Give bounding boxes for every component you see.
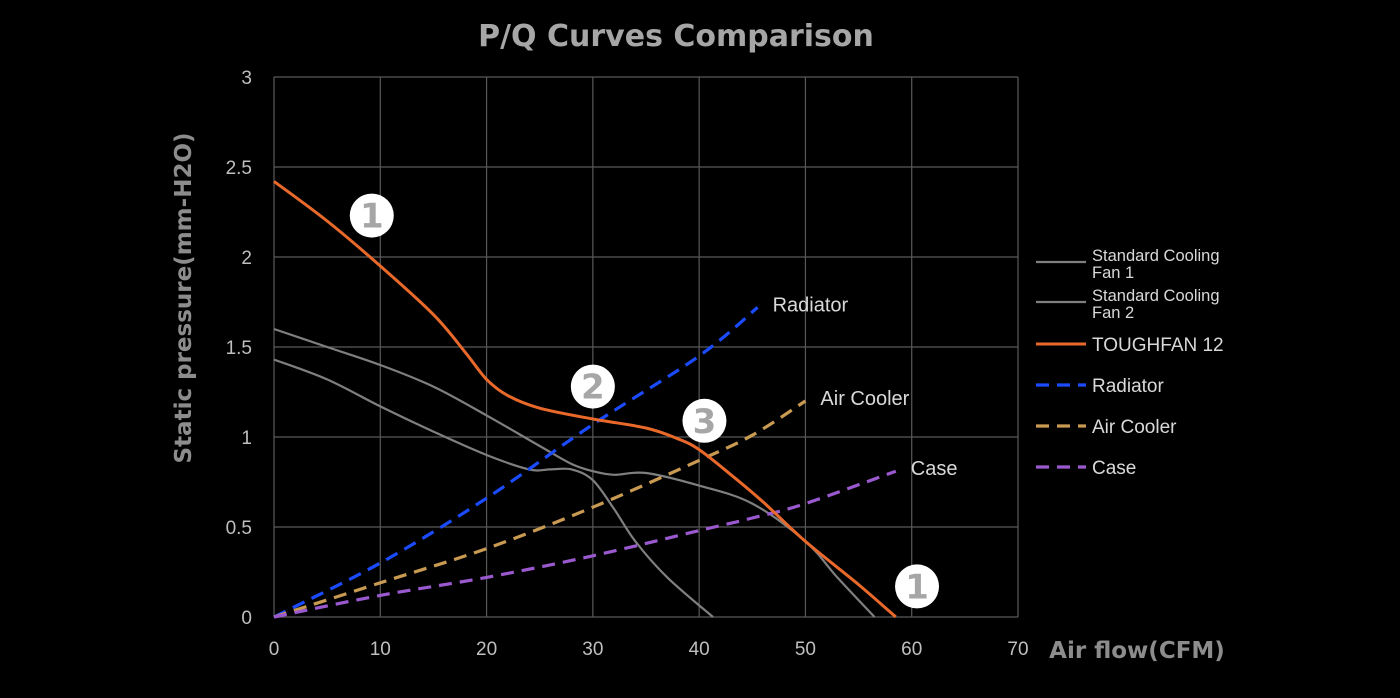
series-line-standard-cooling-fan-2 xyxy=(273,358,714,618)
series-line-toughfan-12 xyxy=(273,180,897,619)
series-line-radiator xyxy=(273,306,759,619)
grid xyxy=(273,76,1019,618)
legend-label-case: Case xyxy=(1092,458,1136,479)
y-tick-label: 1.5 xyxy=(226,338,252,359)
series-layer xyxy=(273,180,897,619)
callout-marker-circle-1 xyxy=(570,364,615,409)
annotation-air-cooler: Air Cooler xyxy=(820,388,909,410)
annotation-radiator: Radiator xyxy=(773,294,849,316)
y-tick-label: 2 xyxy=(241,248,252,269)
x-tick-label: 30 xyxy=(582,639,603,660)
callout-marker-label-3: 1 xyxy=(905,567,929,607)
callout-marker-circle-2 xyxy=(682,398,727,443)
y-axis-title: Static pressure(mm-H2O) xyxy=(171,132,197,463)
legend-label-toughfan-12: TOUGHFAN 12 xyxy=(1092,335,1224,356)
y-tick-label: 1 xyxy=(241,428,252,449)
y-tick-label: 0.5 xyxy=(226,518,252,539)
legend-label-air-cooler: Air Cooler xyxy=(1092,417,1177,438)
x-tick-label: 50 xyxy=(795,639,816,660)
callout-marker-label-0: 1 xyxy=(360,197,384,237)
legend-label-standard-cooling-fan-2: Fan 2 xyxy=(1092,304,1134,322)
series-line-standard-cooling-fan-1 xyxy=(273,327,876,618)
legend-label-standard-cooling-fan-2: Standard Cooling xyxy=(1092,287,1220,305)
callout-marker-label-2: 3 xyxy=(693,402,717,442)
series-line-case xyxy=(273,469,897,619)
x-tick-label: 20 xyxy=(476,639,497,660)
legend-label-standard-cooling-fan-1: Fan 1 xyxy=(1092,264,1134,282)
tick-labels: 0 10 20 30 40 50 60 70 0 0.5 1 1.5 2 2.5 3 xyxy=(226,68,1029,660)
callout-markers: 1 2 3 1 xyxy=(349,193,940,609)
y-tick-label: 0 xyxy=(241,608,252,629)
chart-title: P/Q Curves Comparison xyxy=(478,19,874,54)
y-tick-label: 3 xyxy=(241,68,252,89)
legend-label-radiator: Radiator xyxy=(1092,376,1164,397)
x-tick-label: 10 xyxy=(370,639,391,660)
x-tick-label: 70 xyxy=(1007,639,1028,660)
callout-marker-circle-0 xyxy=(349,193,394,238)
x-tick-label: 0 xyxy=(269,639,280,660)
callout-marker-label-1: 2 xyxy=(581,368,605,408)
series-annotations: Radiator Air Cooler Case xyxy=(773,294,958,480)
annotation-case: Case xyxy=(911,458,958,480)
x-axis-title: Air flow(CFM) xyxy=(1049,638,1225,664)
x-tick-label: 40 xyxy=(689,639,710,660)
legend-label-standard-cooling-fan-1: Standard Cooling xyxy=(1092,247,1220,265)
callout-marker-circle-3 xyxy=(895,564,940,609)
x-tick-label: 60 xyxy=(901,639,922,660)
series-line-air-cooler xyxy=(273,399,807,619)
y-tick-label: 2.5 xyxy=(226,158,252,179)
